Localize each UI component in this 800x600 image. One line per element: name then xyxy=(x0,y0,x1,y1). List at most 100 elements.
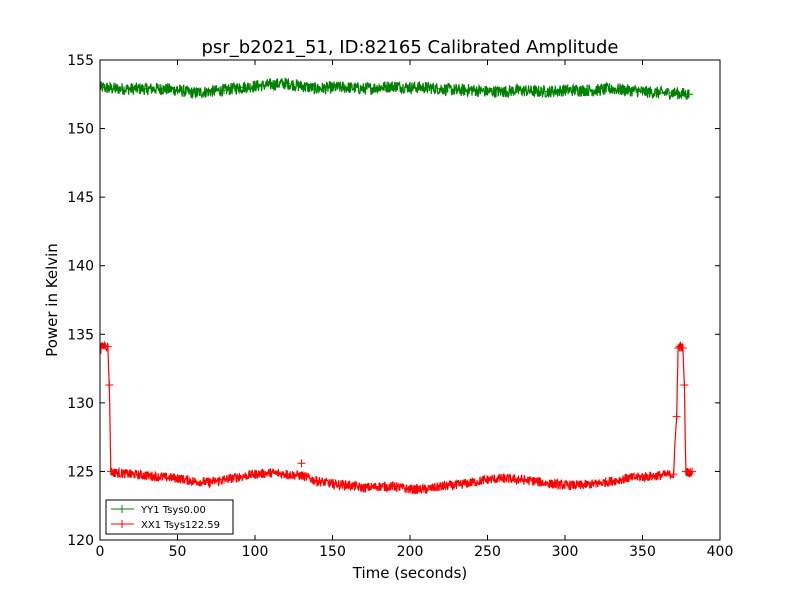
legend-box xyxy=(105,499,234,535)
data-point xyxy=(545,87,554,96)
data-point xyxy=(514,475,523,484)
data-point xyxy=(105,381,114,390)
data-point xyxy=(220,475,228,484)
data-point xyxy=(468,86,476,95)
data-point xyxy=(576,481,585,490)
data-point xyxy=(678,344,687,352)
y-tick-label: 145 xyxy=(67,190,94,206)
data-point xyxy=(344,481,352,490)
y-tick-label: 130 xyxy=(67,396,94,412)
data-point xyxy=(421,83,430,92)
data-point xyxy=(328,479,337,488)
data-point xyxy=(576,86,585,95)
data-point xyxy=(607,84,616,93)
x-tick-label: 350 xyxy=(629,544,656,560)
data-point xyxy=(189,88,197,97)
y-tick-label: 125 xyxy=(67,464,94,480)
data-point xyxy=(561,481,569,490)
legend-label: XX1 Tsys122.59 xyxy=(141,520,220,531)
data-point xyxy=(173,474,182,483)
data-point xyxy=(499,474,507,483)
data-point xyxy=(530,87,538,96)
data-point xyxy=(359,84,368,93)
y-tick-label: 140 xyxy=(67,259,94,275)
x-axis-label: Time (seconds) xyxy=(352,564,468,582)
data-point xyxy=(251,470,259,479)
data-point xyxy=(189,477,197,486)
data-point xyxy=(638,87,647,96)
data-point xyxy=(204,87,213,96)
data-point xyxy=(103,342,112,351)
data-point xyxy=(297,471,306,480)
data-point xyxy=(654,88,662,97)
data-point xyxy=(100,83,104,92)
y-tick-label: 155 xyxy=(67,53,94,69)
data-point xyxy=(375,83,383,92)
legend-marker xyxy=(118,520,126,528)
data-point xyxy=(680,381,689,390)
data-point xyxy=(127,84,135,93)
data-point xyxy=(452,86,461,95)
series-0 xyxy=(100,77,693,101)
data-point xyxy=(158,472,166,481)
x-tick-label: 250 xyxy=(474,544,501,560)
x-tick-label: 0 xyxy=(96,544,105,560)
data-point xyxy=(142,84,151,93)
data-point xyxy=(483,87,492,96)
data-point xyxy=(344,83,352,92)
data-point xyxy=(669,88,678,97)
data-point xyxy=(514,86,523,95)
data-point xyxy=(266,468,275,477)
data-point xyxy=(111,468,120,477)
data-point xyxy=(607,477,616,486)
data-point xyxy=(437,84,445,93)
data-point xyxy=(328,83,337,92)
data-point xyxy=(127,470,135,479)
data-point xyxy=(638,472,647,481)
series-line xyxy=(100,340,693,495)
data-point xyxy=(561,86,569,95)
x-tick-label: 300 xyxy=(552,544,579,560)
data-point xyxy=(220,86,228,95)
data-point xyxy=(406,83,414,92)
x-tick-label: 400 xyxy=(707,544,734,560)
data-point xyxy=(106,467,115,476)
data-layer xyxy=(100,77,697,495)
data-point xyxy=(251,82,259,91)
y-tick-label: 150 xyxy=(67,122,94,138)
data-point xyxy=(530,477,538,486)
data-point xyxy=(158,84,166,93)
data-point xyxy=(297,82,306,91)
data-point xyxy=(452,481,461,490)
data-point xyxy=(468,478,476,487)
y-tick-label: 135 xyxy=(67,327,94,343)
data-point xyxy=(421,485,430,494)
x-tick-label: 50 xyxy=(169,544,187,560)
legend-label: YY1 Tsys0.00 xyxy=(140,505,206,516)
legend-marker xyxy=(118,505,126,513)
x-tick-label: 100 xyxy=(242,544,269,560)
data-point xyxy=(359,483,368,492)
data-point xyxy=(173,86,182,95)
data-point xyxy=(204,478,213,487)
data-point xyxy=(313,84,321,93)
y-tick-label: 120 xyxy=(67,533,94,549)
data-point xyxy=(623,86,631,95)
data-point xyxy=(111,84,120,93)
data-point xyxy=(142,471,151,480)
data-point xyxy=(406,485,414,494)
data-point xyxy=(623,474,631,483)
legend: YY1 Tsys0.00 XX1 Tsys122.59 xyxy=(105,499,234,535)
data-point xyxy=(672,412,681,421)
data-point xyxy=(282,470,290,479)
x-tick-label: 150 xyxy=(319,544,346,560)
data-point xyxy=(545,479,554,488)
data-point xyxy=(685,90,693,99)
data-point xyxy=(297,459,306,468)
ticks-layer: 0 50 100 150 200 250 300 350 400 120 125 130 135 140 1… xyxy=(67,53,733,560)
data-point xyxy=(592,479,600,488)
data-point xyxy=(483,475,492,484)
data-point xyxy=(592,86,600,95)
chart-title: psr_b2021_51, ID:82165 Calibrated Amplit… xyxy=(202,37,619,58)
